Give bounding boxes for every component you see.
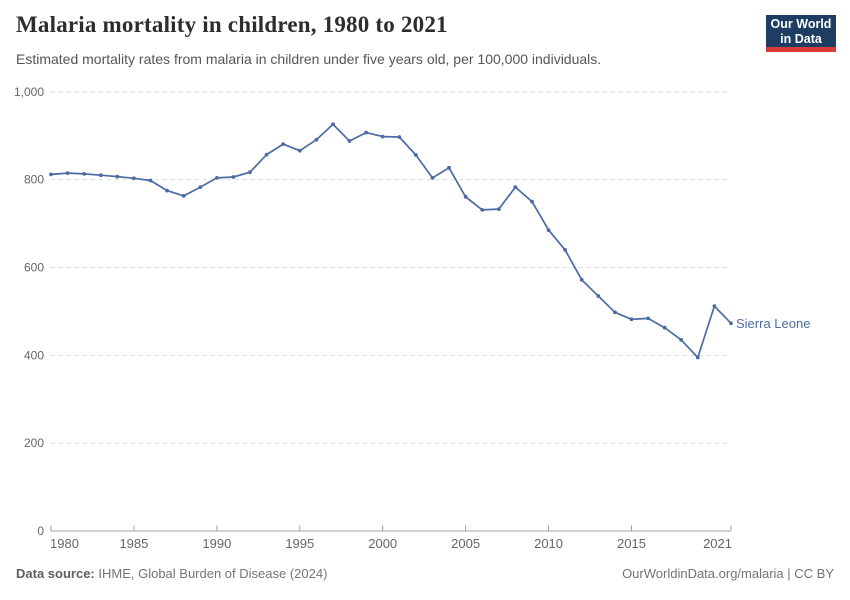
data-point-2001[interactable] [397,135,402,139]
data-point-1989[interactable] [198,185,203,190]
data-point-1990[interactable] [215,176,219,180]
x-tick-label-1980: 1980 [50,536,79,551]
data-point-1995[interactable] [297,148,302,153]
data-point-1983[interactable] [98,173,103,178]
y-tick-label-0: 0 [37,524,44,538]
data-point-2018[interactable] [679,338,684,342]
y-tick-label-200: 200 [24,436,44,450]
data-point-1997[interactable] [331,122,335,127]
data-point-1998[interactable] [347,139,352,143]
data-point-1982[interactable] [82,172,87,176]
data-point-2006[interactable] [480,208,485,212]
data-point-2010[interactable] [546,228,551,233]
data-point-1986[interactable] [148,178,153,183]
series-line-sierra-leone[interactable] [50,123,732,359]
x-tick-label-1990: 1990 [202,536,231,551]
y-tick-label-600: 600 [24,260,44,274]
data-point-2014[interactable] [613,310,617,315]
data-point-1987[interactable] [165,188,170,193]
data-point-2013[interactable] [596,294,601,298]
data-point-2002[interactable] [414,153,418,157]
data-point-1994[interactable] [281,142,286,147]
data-point-1980[interactable] [49,172,53,177]
owid-logo-line1: Our World [770,17,832,31]
data-point-2021[interactable] [729,321,733,326]
x-tick-label-2000: 2000 [368,536,397,551]
data-point-2008[interactable] [513,185,518,190]
data-point-2016[interactable] [646,316,650,321]
data-source-label: Data source: [16,566,95,581]
data-source-text: IHME, Global Burden of Disease (2024) [94,566,328,581]
data-point-1991[interactable] [231,175,236,179]
x-tick-label-2005: 2005 [451,536,480,551]
data-point-2000[interactable] [380,134,385,139]
data-point-2004[interactable] [447,165,451,170]
data-point-1992[interactable] [248,170,252,175]
data-point-2017[interactable] [662,325,667,330]
data-point-2003[interactable] [430,176,435,180]
data-point-1999[interactable] [364,130,368,135]
data-source-note: Data source: IHME, Global Burden of Dise… [16,566,327,581]
owid-logo-line2: in Data [780,32,822,46]
data-point-2011[interactable] [563,248,567,252]
data-point-2020[interactable] [712,304,717,308]
data-point-2005[interactable] [463,194,468,199]
x-tick-label-2015: 2015 [617,536,646,551]
x-tick-label-2021: 2021 [703,536,732,551]
x-tick-label-1985: 1985 [119,536,148,551]
data-point-2007[interactable] [496,207,501,212]
entity-label-sierra-leone[interactable]: Sierra Leone [736,316,810,331]
chart-footer: Data source: IHME, Global Burden of Dise… [16,566,834,581]
data-point-1984[interactable] [115,174,120,179]
data-point-2012[interactable] [579,277,584,282]
chart-title: Malaria mortality in children, 1980 to 2… [16,12,448,37]
y-tick-label-800: 800 [24,173,44,187]
data-point-2019[interactable] [695,355,700,360]
x-tick-label-1995: 1995 [285,536,314,551]
data-point-1981[interactable] [65,171,70,176]
y-tick-label-400: 400 [24,348,44,362]
owid-url-license[interactable]: OurWorldinData.org/malaria | CC BY [622,566,834,581]
data-point-1996[interactable] [314,137,319,142]
chart-subtitle: Estimated mortality rates from malaria i… [16,51,602,67]
data-point-1985[interactable] [132,176,136,181]
data-point-2009[interactable] [530,199,534,204]
owid-logo[interactable]: Our World in Data [766,15,836,52]
data-point-1988[interactable] [181,194,186,198]
x-tick-label-2010: 2010 [534,536,563,551]
data-point-1993[interactable] [264,152,269,157]
y-tick-label-1000: 1,000 [14,85,44,99]
data-point-2015[interactable] [629,317,634,322]
